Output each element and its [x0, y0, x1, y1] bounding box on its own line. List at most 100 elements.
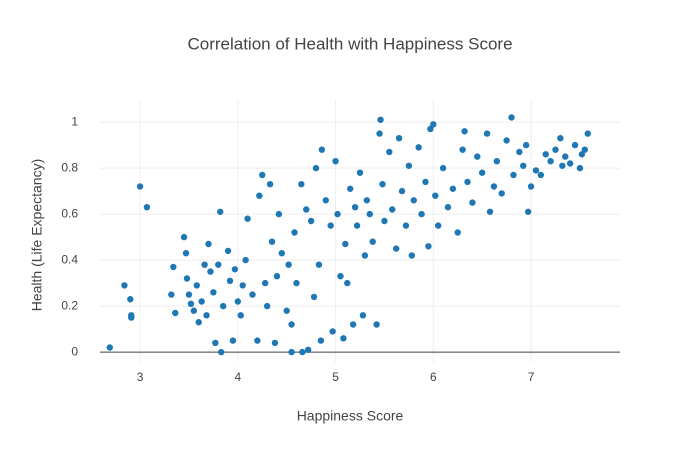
point: [474, 153, 481, 160]
point: [498, 190, 505, 197]
point: [547, 157, 554, 165]
y-tick-label: 0.4: [61, 252, 78, 266]
point: [349, 321, 357, 328]
y-axis-title: Health (Life Expectancy): [29, 159, 45, 312]
point: [410, 197, 417, 204]
point: [128, 314, 135, 321]
point: [254, 337, 261, 344]
point: [359, 312, 367, 319]
point: [121, 282, 128, 289]
point: [226, 277, 234, 285]
point: [562, 153, 569, 160]
point: [310, 293, 318, 301]
point: [361, 252, 369, 259]
point: [244, 215, 251, 222]
point: [377, 116, 384, 123]
point: [415, 144, 422, 151]
point: [542, 151, 549, 158]
point: [557, 134, 564, 142]
point: [566, 160, 574, 167]
point: [127, 296, 134, 303]
x-tick-label: 4: [234, 370, 241, 384]
point: [334, 210, 341, 218]
point: [381, 217, 388, 225]
y-tick-label: 0.2: [61, 298, 78, 312]
point: [342, 240, 349, 248]
point: [307, 217, 315, 225]
point: [490, 183, 498, 190]
point: [278, 249, 286, 257]
point: [205, 240, 212, 248]
point: [392, 245, 400, 252]
point: [379, 180, 386, 188]
point: [237, 312, 244, 319]
point: [203, 312, 210, 319]
point: [571, 141, 579, 149]
point: [322, 197, 329, 204]
point: [376, 130, 383, 137]
x-tick-label: 3: [137, 370, 144, 384]
point: [136, 183, 144, 190]
chart-title: Correlation of Health with Happiness Sco…: [187, 34, 512, 53]
point: [180, 233, 188, 241]
point: [405, 162, 413, 169]
point: [299, 348, 306, 356]
point: [510, 171, 517, 179]
x-tick-label: 7: [528, 370, 535, 384]
point: [263, 302, 271, 310]
point: [217, 208, 224, 215]
y-tick-label: 0.6: [61, 206, 78, 220]
point: [356, 169, 364, 176]
point: [106, 344, 113, 351]
point: [427, 125, 434, 133]
point: [303, 206, 310, 213]
point: [461, 128, 468, 135]
point: [478, 169, 486, 176]
point: [249, 291, 256, 298]
point: [363, 197, 371, 204]
point: [576, 164, 584, 172]
point: [398, 187, 406, 195]
point: [483, 130, 491, 137]
point: [366, 210, 373, 218]
point: [353, 222, 361, 229]
point: [402, 222, 410, 229]
point: [522, 141, 530, 149]
point: [198, 298, 205, 305]
point: [369, 238, 376, 245]
point: [344, 279, 351, 287]
point: [454, 229, 461, 236]
point: [395, 134, 403, 142]
point: [430, 121, 437, 128]
point: [219, 302, 227, 310]
point: [143, 203, 151, 211]
point: [187, 300, 195, 308]
point: [283, 307, 290, 314]
point: [439, 164, 447, 172]
point: [527, 183, 535, 190]
point: [183, 275, 191, 282]
point: [229, 337, 237, 344]
point: [425, 243, 432, 250]
point: [168, 291, 175, 298]
point: [459, 146, 466, 153]
point: [340, 335, 347, 342]
point: [434, 222, 442, 229]
x-axis-title: Happiness Score: [297, 408, 404, 424]
point: [293, 279, 300, 287]
point: [266, 180, 274, 188]
point: [261, 279, 269, 287]
x-tick-label: 6: [430, 370, 437, 384]
point: [285, 261, 292, 268]
point: [210, 289, 217, 296]
point: [386, 148, 393, 156]
point: [532, 167, 540, 174]
point: [581, 146, 589, 153]
point: [288, 321, 295, 328]
point: [185, 291, 193, 298]
point: [351, 203, 359, 211]
point: [275, 210, 283, 218]
point: [291, 229, 298, 236]
point: [503, 137, 510, 144]
